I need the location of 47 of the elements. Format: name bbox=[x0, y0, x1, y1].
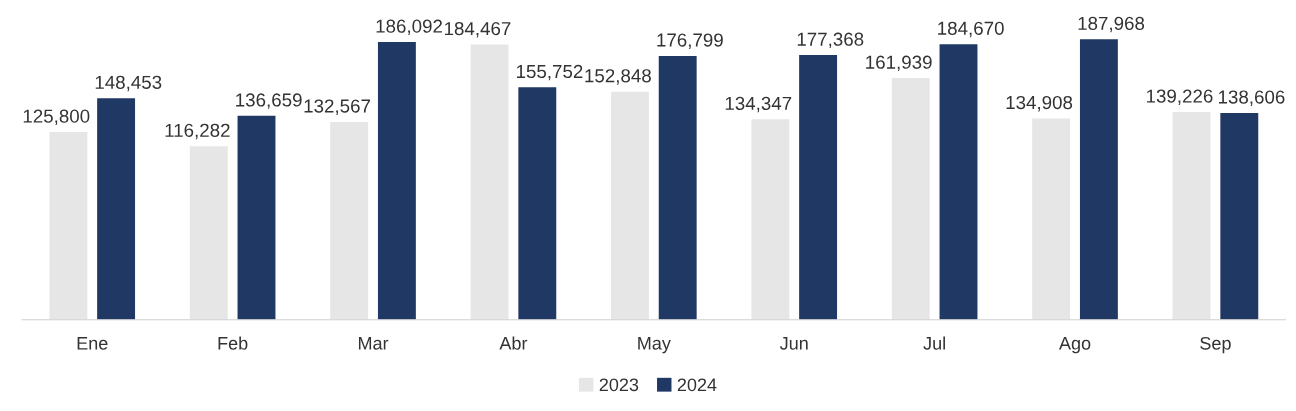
data-label: 161,939 bbox=[866, 55, 932, 72]
bar bbox=[377, 42, 416, 320]
data-label: 139,226 bbox=[1146, 89, 1213, 105]
data-label: 152,848 bbox=[585, 69, 651, 85]
bar bbox=[237, 115, 276, 320]
bar bbox=[1079, 39, 1118, 320]
bar bbox=[1220, 112, 1259, 320]
bar bbox=[751, 119, 790, 320]
bar bbox=[49, 132, 88, 320]
bar bbox=[470, 44, 509, 320]
data-label: 184,467 bbox=[444, 21, 511, 38]
x-tick-label: Jun bbox=[779, 337, 808, 350]
data-label: 155,752 bbox=[516, 64, 583, 81]
bar bbox=[891, 78, 930, 320]
bar bbox=[97, 98, 136, 320]
bar bbox=[658, 55, 697, 320]
legend-label: 2024 bbox=[677, 378, 717, 392]
x-tick-label: Feb bbox=[218, 336, 248, 350]
bar bbox=[1032, 118, 1071, 320]
bar bbox=[518, 87, 557, 320]
x-tick-label: Ago bbox=[1059, 337, 1091, 354]
bar bbox=[611, 91, 649, 320]
data-label: 176,799 bbox=[657, 33, 723, 49]
x-tick-label: Abr bbox=[499, 336, 528, 350]
data-label: 116,282 bbox=[165, 123, 230, 140]
bar bbox=[1172, 112, 1211, 320]
data-label: 138,606 bbox=[1218, 90, 1285, 106]
data-label: 148,453 bbox=[95, 75, 162, 92]
bar bbox=[939, 44, 978, 320]
data-label: 132,567 bbox=[304, 99, 370, 115]
data-label: 134,347 bbox=[725, 96, 792, 113]
legend-label: 2023 bbox=[599, 378, 639, 392]
x-tick-label: May bbox=[638, 337, 671, 354]
x-tick-label: Sep bbox=[1200, 336, 1231, 354]
x-tick-label: Ene bbox=[77, 337, 108, 350]
x-tick-label: Jul bbox=[923, 336, 945, 350]
bar bbox=[799, 55, 838, 320]
data-label: 187,968 bbox=[1078, 16, 1145, 33]
bar bbox=[189, 146, 228, 320]
data-label: 177,368 bbox=[797, 32, 864, 49]
data-label: 184,670 bbox=[938, 21, 1004, 38]
data-label: 134,908 bbox=[1006, 95, 1073, 112]
x-tick-label: Mar bbox=[358, 337, 389, 350]
data-label: 136,659 bbox=[236, 93, 302, 109]
bar bbox=[330, 121, 369, 320]
data-label: 186,092 bbox=[376, 19, 442, 36]
data-label: 125,800 bbox=[23, 109, 90, 125]
